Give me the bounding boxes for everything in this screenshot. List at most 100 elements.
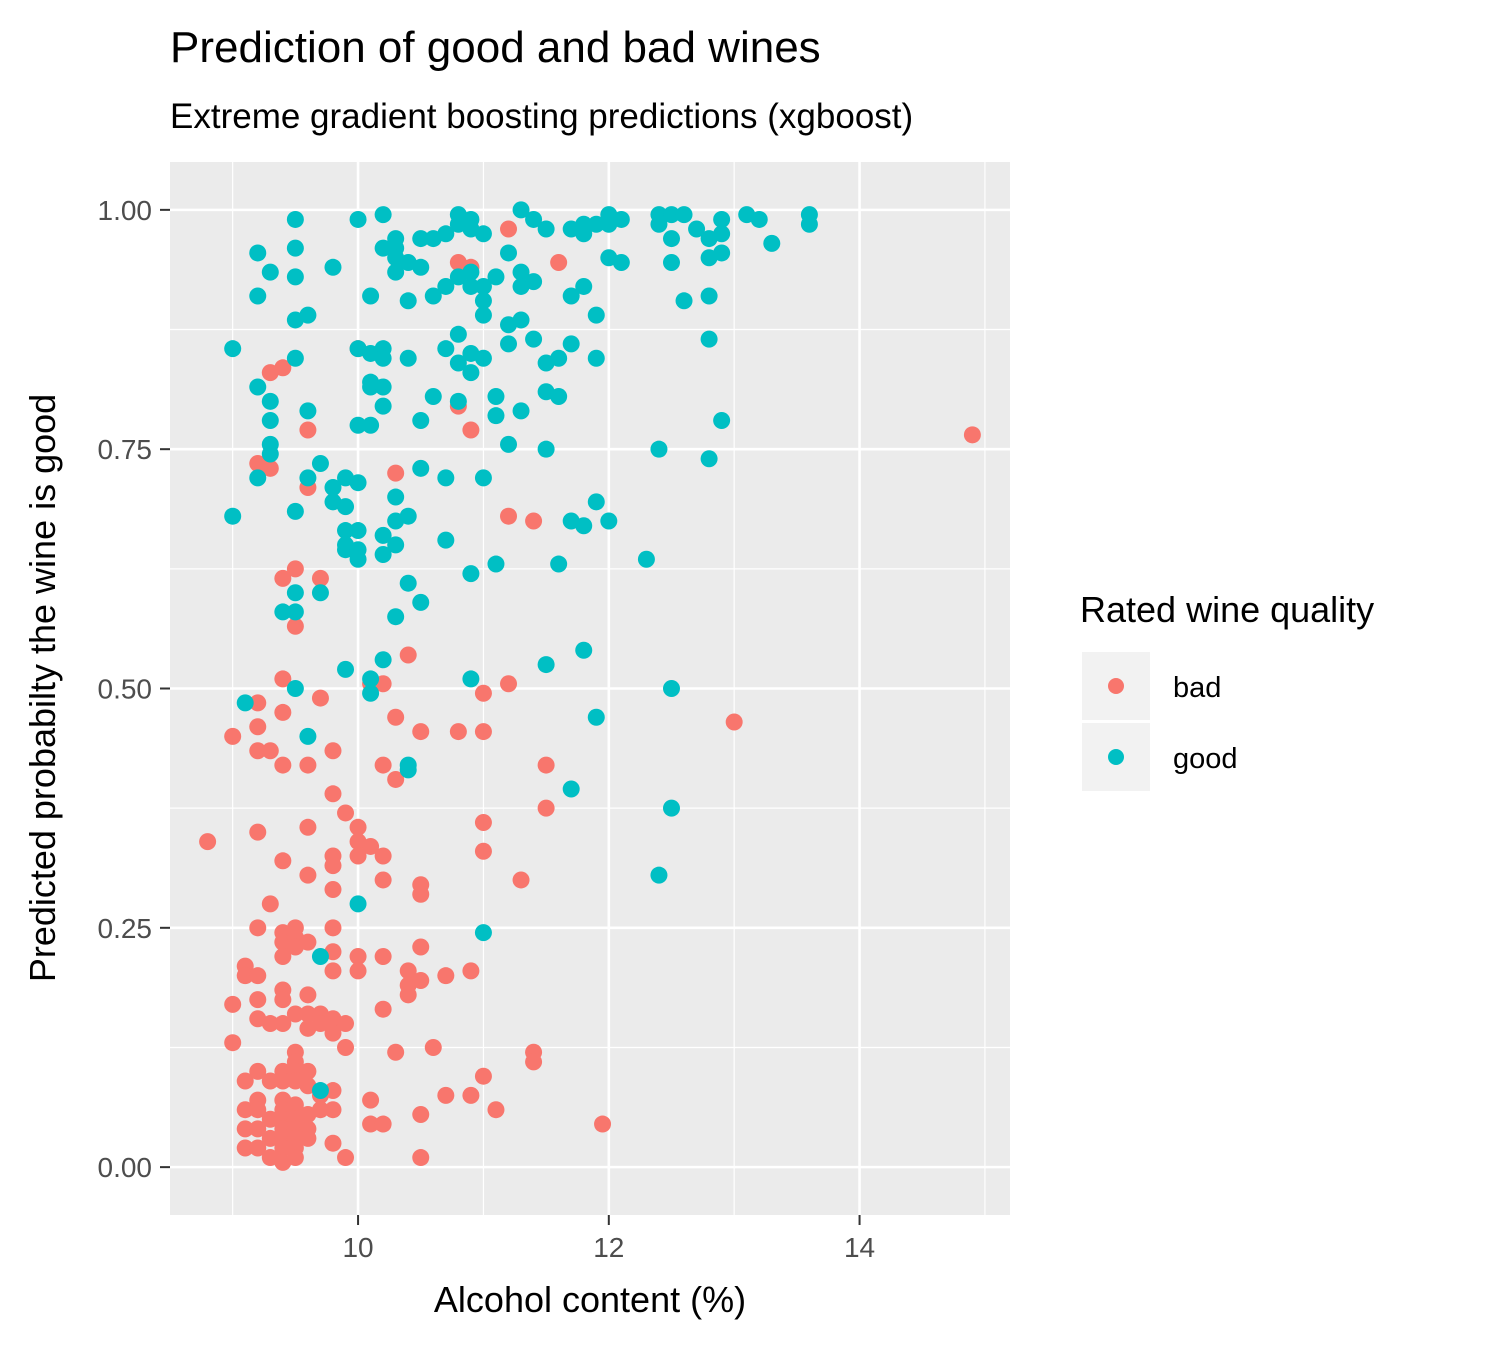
point-bad-157 [500, 675, 518, 693]
point-bad-95 [324, 919, 342, 937]
point-good-72 [399, 292, 417, 310]
point-bad-161 [525, 1053, 543, 1071]
point-good-119 [500, 435, 518, 453]
point-bad-21 [249, 1120, 267, 1138]
point-good-66 [387, 263, 405, 281]
point-bad-64 [286, 1096, 304, 1114]
point-bad-115 [362, 1091, 380, 1109]
point-bad-13 [249, 823, 267, 841]
point-good-77 [399, 761, 417, 779]
point-good-99 [462, 263, 480, 281]
x-tick-label-0: 10 [342, 1232, 373, 1263]
point-bad-120 [374, 871, 392, 889]
point-good-25 [299, 727, 317, 745]
point-bad-0 [199, 833, 217, 851]
point-good-57 [374, 349, 392, 367]
point-good-143 [575, 277, 593, 295]
point-good-37 [337, 541, 355, 559]
point-bad-36 [274, 703, 292, 721]
point-good-104 [462, 670, 480, 688]
point-bad-119 [374, 847, 392, 865]
point-bad-151 [474, 814, 492, 832]
point-good-120 [512, 201, 530, 219]
point-good-144 [575, 517, 593, 535]
point-bad-7 [236, 1101, 254, 1119]
point-bad-26 [261, 742, 279, 760]
point-good-96 [449, 392, 467, 410]
point-good-169 [688, 220, 706, 238]
y-tick-label-3: 0.75 [98, 434, 153, 465]
point-bad-150 [474, 723, 492, 741]
point-good-39 [349, 210, 367, 228]
point-good-166 [662, 799, 680, 817]
point-good-161 [650, 866, 668, 884]
point-good-116 [500, 244, 518, 262]
point-good-121 [512, 263, 530, 281]
point-good-6 [249, 469, 267, 487]
point-bad-11 [249, 718, 267, 736]
point-bad-126 [387, 770, 405, 788]
point-good-132 [537, 656, 555, 674]
point-good-124 [512, 402, 530, 420]
legend: Rated wine quality bad good [1080, 589, 1374, 791]
point-bad-121 [374, 948, 392, 966]
point-good-42 [349, 474, 367, 492]
point-good-162 [662, 206, 680, 224]
point-good-89 [437, 469, 455, 487]
point-bad-131 [399, 986, 417, 1004]
point-bad-2 [224, 995, 242, 1013]
point-bad-110 [349, 847, 367, 865]
point-good-94 [449, 325, 467, 343]
point-good-142 [575, 225, 593, 243]
point-bad-52 [274, 1139, 292, 1157]
point-good-112 [487, 268, 505, 286]
point-good-178 [713, 411, 731, 429]
point-bad-22 [249, 1139, 267, 1157]
point-good-155 [612, 210, 630, 228]
point-good-177 [713, 244, 731, 262]
point-good-128 [537, 220, 555, 238]
point-good-100 [462, 277, 480, 295]
point-good-174 [700, 450, 718, 468]
point-bad-18 [249, 1062, 267, 1080]
point-bad-38 [274, 852, 292, 870]
point-good-50 [362, 378, 380, 396]
point-good-115 [487, 555, 505, 573]
point-bad-118 [374, 756, 392, 774]
point-good-67 [387, 488, 405, 506]
point-good-79 [412, 258, 430, 276]
point-bad-30 [261, 1110, 279, 1128]
point-good-18 [286, 502, 304, 520]
point-bad-144 [449, 723, 467, 741]
point-bad-77 [299, 1005, 317, 1023]
point-bad-70 [299, 421, 317, 439]
point-bad-6 [236, 1072, 254, 1090]
point-bad-137 [412, 1105, 430, 1123]
point-good-20 [286, 603, 304, 621]
point-bad-138 [412, 1149, 430, 1167]
point-bad-35 [274, 670, 292, 688]
point-good-78 [412, 230, 430, 248]
point-good-157 [637, 550, 655, 568]
point-good-173 [700, 330, 718, 348]
point-bad-84 [311, 569, 329, 587]
point-bad-89 [311, 1101, 329, 1119]
point-good-26 [311, 455, 329, 473]
point-good-138 [562, 335, 580, 353]
point-good-109 [474, 349, 492, 367]
point-bad-72 [299, 756, 317, 774]
point-good-148 [587, 349, 605, 367]
point-bad-114 [362, 837, 380, 855]
point-good-110 [474, 469, 492, 487]
point-good-55 [374, 239, 392, 257]
legend-label-bad: bad [1173, 672, 1221, 704]
point-good-1 [224, 507, 242, 525]
point-bad-162 [537, 756, 555, 774]
point-good-164 [662, 254, 680, 272]
point-bad-147 [462, 962, 480, 980]
point-bad-83 [299, 1129, 317, 1147]
point-bad-140 [437, 967, 455, 985]
point-bad-125 [387, 708, 405, 726]
point-good-82 [412, 593, 430, 611]
